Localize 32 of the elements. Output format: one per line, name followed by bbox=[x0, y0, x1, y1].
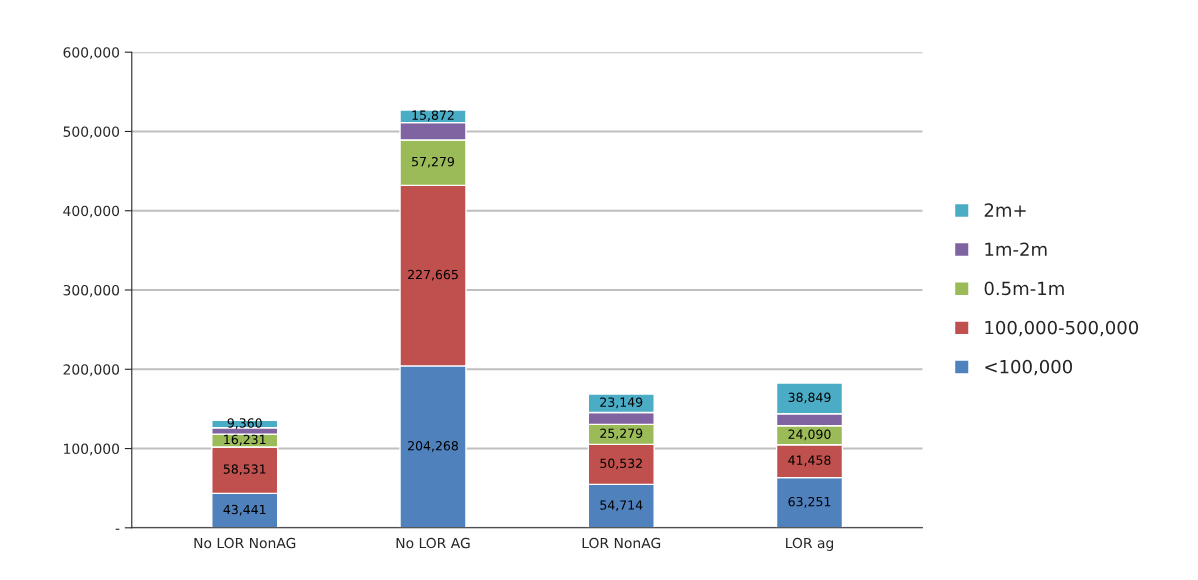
data-label: 41,458 bbox=[788, 455, 831, 467]
data-label: 227,665 bbox=[408, 269, 458, 281]
data-label: 24,090 bbox=[788, 429, 831, 441]
legend-label: 100,000-500,000 bbox=[985, 320, 1139, 337]
y-tick-label: 600,000 bbox=[63, 47, 120, 60]
legend-label: 2m+ bbox=[984, 203, 1026, 217]
legend-label: 0.5m-1m bbox=[984, 281, 1064, 296]
y-tick-label: - bbox=[115, 528, 120, 530]
data-label: 50,532 bbox=[600, 458, 642, 470]
data-label: 57,279 bbox=[412, 156, 454, 168]
data-label: 58,531 bbox=[223, 464, 266, 476]
data-label: 9,360 bbox=[227, 418, 262, 429]
y-tick-label: 500,000 bbox=[63, 126, 120, 139]
y-tick-label: 100,000 bbox=[64, 443, 120, 456]
y-tick-label: 300,000 bbox=[63, 284, 120, 297]
x-tick-label: No LOR NonAG bbox=[194, 537, 296, 549]
data-label: 25,279 bbox=[600, 428, 643, 440]
data-label: 43,441 bbox=[223, 504, 266, 516]
data-label: 63,251 bbox=[788, 496, 831, 508]
y-tick-label: 200,000 bbox=[63, 364, 120, 377]
data-label: 204,268 bbox=[408, 441, 458, 452]
x-tick-label: LOR NonAG bbox=[582, 537, 661, 549]
data-label: 16,231 bbox=[224, 434, 266, 446]
legend-label: <100,000 bbox=[985, 359, 1073, 376]
legend-label: 1m-2m bbox=[985, 242, 1047, 256]
data-label: 38,849 bbox=[788, 392, 831, 404]
data-label: 54,714 bbox=[600, 500, 643, 512]
data-label: 23,149 bbox=[600, 397, 643, 409]
y-tick-label: 400,000 bbox=[63, 205, 120, 218]
x-tick-label: LOR ag bbox=[786, 537, 834, 551]
x-tick-label: No LOR AG bbox=[396, 537, 470, 549]
data-label: 15,872 bbox=[412, 110, 454, 122]
